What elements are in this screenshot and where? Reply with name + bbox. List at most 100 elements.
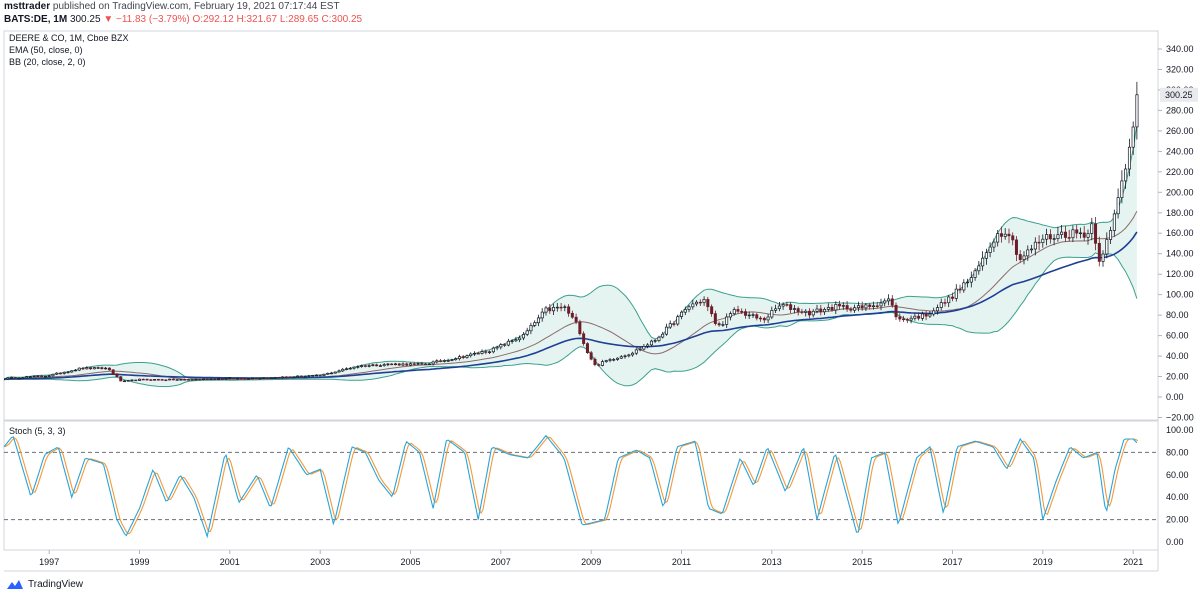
- candle: [578, 319, 582, 336]
- candle: [1131, 121, 1135, 155]
- candle: [198, 378, 202, 381]
- candle-body: [600, 361, 604, 366]
- candle-body: [627, 354, 631, 357]
- bb-legend: BB (20, close, 2, 0): [9, 57, 86, 67]
- candle: [1030, 244, 1034, 254]
- candle-body: [529, 325, 533, 332]
- candle: [1063, 226, 1067, 242]
- candle: [111, 369, 115, 376]
- candle: [939, 298, 943, 311]
- candle: [457, 354, 461, 361]
- candle: [495, 345, 499, 351]
- publisher-name: msttrader: [4, 1, 51, 12]
- candle: [58, 372, 62, 375]
- candle: [687, 304, 691, 313]
- candle: [220, 378, 224, 380]
- candle: [593, 357, 597, 367]
- symbol-label: BATS:DE, 1M: [4, 14, 68, 25]
- candle-body: [917, 315, 921, 319]
- candle-body: [920, 313, 924, 319]
- chart-header: msttrader published on TradingView.com, …: [4, 0, 1194, 28]
- ohlc-values: O:292.12 H:321.67 L:289.65 C:300.25: [192, 14, 363, 25]
- candle: [175, 379, 179, 381]
- price-tick-label: 140.00: [1166, 249, 1194, 259]
- candle-body: [13, 377, 17, 379]
- candle: [834, 301, 838, 315]
- candle-body: [122, 380, 126, 383]
- candle-body: [164, 379, 168, 382]
- candle-body: [932, 310, 936, 315]
- candle-body: [345, 368, 349, 370]
- candle-body: [134, 379, 138, 382]
- candle-body: [898, 316, 902, 320]
- candle: [326, 372, 330, 375]
- candle: [1109, 226, 1113, 244]
- price-tick-label: 120.00: [1166, 269, 1194, 279]
- candle-body: [217, 378, 221, 380]
- candle: [981, 251, 985, 271]
- candle-body: [826, 307, 830, 310]
- candle: [702, 296, 706, 306]
- candle-body: [171, 378, 175, 381]
- candle-body: [96, 367, 100, 369]
- candle: [755, 312, 759, 321]
- candle-body: [476, 352, 480, 355]
- candle-body: [1135, 94, 1139, 128]
- candle: [913, 313, 917, 321]
- footer-brand[interactable]: TradingView: [6, 577, 83, 591]
- candle-body: [348, 367, 352, 370]
- candle-body: [1127, 146, 1131, 170]
- candle: [736, 305, 740, 314]
- candle-body: [1045, 234, 1049, 240]
- candle: [732, 307, 736, 316]
- candle: [845, 301, 849, 312]
- candle: [634, 348, 638, 356]
- candle: [992, 238, 996, 252]
- candle-body: [774, 308, 778, 311]
- candle-body: [32, 375, 36, 378]
- candle: [1026, 245, 1030, 261]
- candle: [766, 314, 770, 323]
- candle-body: [1086, 233, 1090, 238]
- candle-body: [356, 366, 360, 368]
- time-tick-label: 2011: [672, 557, 691, 567]
- candle: [476, 351, 480, 355]
- candle: [360, 364, 364, 368]
- candle-body: [672, 323, 676, 325]
- candle: [254, 377, 258, 380]
- candle-body: [81, 367, 85, 370]
- candle: [25, 375, 29, 379]
- candle: [1067, 229, 1071, 242]
- candle: [789, 302, 793, 314]
- candle: [713, 310, 717, 326]
- candle-body: [623, 355, 627, 358]
- candle-body: [988, 246, 992, 253]
- candle: [1116, 188, 1120, 219]
- candle: [145, 378, 149, 381]
- candle-body: [755, 314, 759, 319]
- candle-body: [503, 344, 507, 346]
- candle-body: [1078, 232, 1082, 235]
- candle-body: [111, 369, 115, 375]
- candle-body: [732, 309, 736, 315]
- candle-body: [928, 313, 932, 317]
- candle-body: [804, 310, 808, 313]
- candle-body: [973, 270, 977, 278]
- candle-body: [1116, 197, 1120, 215]
- candle: [710, 304, 714, 317]
- candle: [1014, 236, 1018, 262]
- candle: [969, 271, 973, 288]
- candle-body: [62, 371, 66, 374]
- candle-body: [119, 376, 123, 382]
- candle-body: [1082, 232, 1086, 238]
- time-tick-label: 2015: [852, 557, 872, 567]
- candle-body: [375, 364, 379, 367]
- candle-body: [792, 308, 796, 310]
- candle-body: [186, 379, 190, 381]
- candle: [770, 306, 774, 320]
- candle: [958, 284, 962, 294]
- price-tick-label: 180.00: [1166, 208, 1194, 218]
- candle: [96, 366, 100, 369]
- candle-body: [977, 265, 981, 272]
